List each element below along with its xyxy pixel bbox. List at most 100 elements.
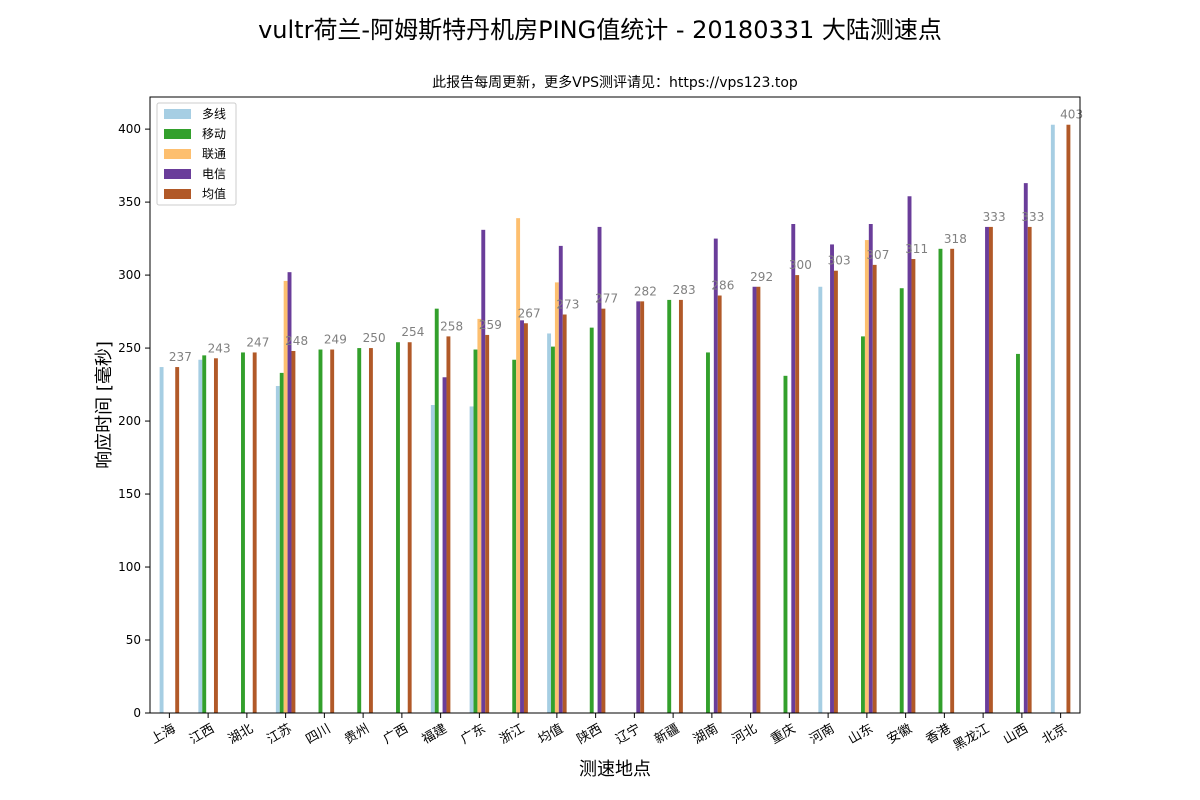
bar <box>872 264 877 713</box>
bar <box>551 346 555 713</box>
data-label: 258 <box>440 319 463 333</box>
x-axis: 上海 江西 湖北 江苏 四川 贵州 广西 福建 广东 浙江 均值 陕西 辽宁 新疆 湖南 河北 重庆 河南 山东 安徽… <box>148 713 1070 754</box>
x-axis-label: 测速地点 <box>579 759 651 780</box>
x-tick-label: 辽宁 <box>613 721 644 748</box>
legend-swatch <box>164 129 191 139</box>
data-label: 292 <box>750 270 773 284</box>
bar <box>1066 124 1071 714</box>
y-tick-label: 300 <box>118 268 141 282</box>
bar <box>601 308 606 713</box>
bar <box>512 359 517 713</box>
legend-label: 均值 <box>202 186 226 201</box>
legend-box <box>156 102 237 206</box>
data-label: 248 <box>285 334 308 348</box>
bar <box>864 240 869 714</box>
legend-label: 移动 <box>202 127 226 141</box>
bar <box>706 352 710 713</box>
data-label: 267 <box>518 306 541 320</box>
x-tick-label: 广西 <box>381 721 411 747</box>
bar <box>752 286 757 713</box>
bar <box>833 270 838 713</box>
bar <box>446 336 451 713</box>
chart-title: vultr荷兰-阿姆斯特丹机房PING值统计 - 20180331 大陆测速点 <box>258 16 942 44</box>
bar <box>938 248 943 713</box>
x-tick-label: 河南 <box>807 721 838 748</box>
data-label: 311 <box>905 242 928 256</box>
data-label: 283 <box>673 283 696 297</box>
bar <box>291 350 296 713</box>
bar <box>520 320 524 713</box>
data-label: 282 <box>634 284 657 298</box>
x-tick-label: 香港 <box>923 721 953 747</box>
bar <box>907 196 912 713</box>
bar <box>868 224 873 713</box>
x-tick-label: 北京 <box>1040 721 1070 747</box>
bar <box>678 299 683 713</box>
bar <box>202 355 207 713</box>
bar <box>830 244 834 713</box>
data-label: 333 <box>1021 210 1044 224</box>
data-label: 286 <box>711 279 734 293</box>
data-label: 247 <box>246 335 269 349</box>
x-tick-label: 陕西 <box>575 721 605 747</box>
bar <box>477 318 482 713</box>
bar <box>756 286 761 713</box>
x-tick-label: 河北 <box>730 721 760 747</box>
y-axis-label: 响应时间 [毫秒] <box>94 341 115 469</box>
bar <box>818 286 823 713</box>
bar <box>1023 183 1028 713</box>
bar <box>275 386 280 713</box>
bar <box>562 314 567 713</box>
data-label: 318 <box>944 232 967 246</box>
bar <box>159 367 164 713</box>
data-label: 277 <box>595 292 618 306</box>
x-tick-label: 山东 <box>846 721 876 747</box>
legend-swatch <box>164 189 191 199</box>
bar <box>279 372 284 713</box>
x-tick-label: 贵州 <box>342 721 372 747</box>
bar <box>330 349 335 713</box>
bar <box>442 377 447 713</box>
x-tick-label: 四川 <box>303 721 333 747</box>
y-tick-label: 200 <box>118 414 141 428</box>
x-tick-label: 黑龙江 <box>951 721 992 753</box>
bar <box>318 349 323 713</box>
bar <box>175 367 180 713</box>
y-tick-label: 350 <box>118 195 141 209</box>
bar <box>558 245 563 713</box>
x-tick-label: 均值 <box>535 721 566 748</box>
bar <box>287 272 292 713</box>
bar <box>198 359 203 713</box>
x-tick-label: 福建 <box>420 721 450 747</box>
legend-swatch <box>164 149 191 159</box>
bar <box>861 336 865 713</box>
bar <box>368 348 373 713</box>
bar <box>434 308 439 713</box>
bar <box>1016 353 1020 713</box>
bar <box>667 299 672 713</box>
bar <box>899 288 904 713</box>
plot-area: 237 243 247 248 249 250 254 258 259 267 273 277 282 2… <box>159 108 1083 714</box>
x-tick-label: 安徽 <box>885 721 915 747</box>
x-tick-label: 湖北 <box>226 721 256 747</box>
bar <box>597 226 602 713</box>
bar <box>523 323 528 713</box>
bar <box>911 259 916 713</box>
plot-frame <box>149 96 1081 714</box>
bar <box>396 342 400 713</box>
bar <box>713 238 718 713</box>
data-label: 333 <box>983 210 1006 224</box>
x-tick-label: 新疆 <box>652 721 683 748</box>
bar <box>988 226 993 713</box>
bar <box>589 327 594 713</box>
bar <box>640 301 645 713</box>
data-label: 303 <box>828 254 851 268</box>
x-tick-label: 江苏 <box>264 721 295 748</box>
bar <box>795 275 800 713</box>
x-tick-label: 江西 <box>187 721 217 747</box>
bar <box>481 229 486 713</box>
bar <box>473 349 478 713</box>
data-label: 249 <box>324 333 347 347</box>
y-axis: 0 50 100 150 200 250 300 350 400 <box>118 122 150 720</box>
